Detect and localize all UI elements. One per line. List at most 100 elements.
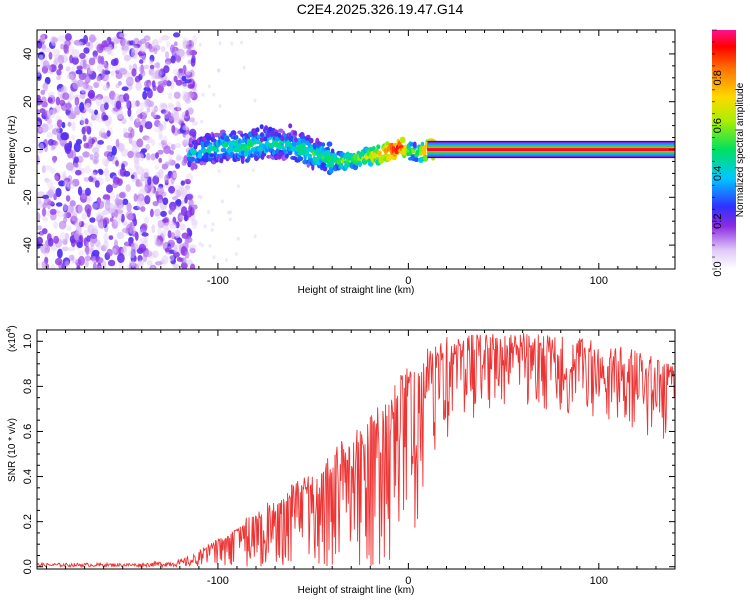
noise-blob <box>64 33 72 42</box>
noise-blob <box>84 165 91 174</box>
noise-blob <box>253 98 257 103</box>
noise-blob <box>179 223 186 231</box>
noise-blob <box>37 40 43 49</box>
noise-blob <box>63 212 69 219</box>
noise-blob <box>118 192 126 199</box>
noise-blob <box>126 99 130 109</box>
noise-blob <box>184 78 192 84</box>
noise-blob <box>164 58 172 65</box>
noise-blob <box>203 224 207 229</box>
colorbar-ticks: 0.0 0.2 0.4 0.6 0.8 <box>712 29 724 277</box>
noise-blob <box>83 34 89 44</box>
noise-blob <box>44 165 52 171</box>
x-tick-label: 0 <box>405 575 411 587</box>
signal-blob <box>284 153 289 159</box>
signal-blob <box>190 164 195 171</box>
signal-blob <box>187 160 192 168</box>
noise-blob <box>150 153 156 161</box>
noise-blob <box>106 248 113 257</box>
noise-blob <box>80 117 86 125</box>
snr-line <box>37 333 675 569</box>
noise-blob <box>198 42 202 47</box>
noise-blob <box>49 64 57 73</box>
signal-blob <box>230 130 237 137</box>
noise-blob <box>154 208 161 217</box>
noise-blob <box>136 199 141 210</box>
noise-blob <box>114 65 122 72</box>
noise-blob <box>188 205 193 212</box>
noise-blob <box>108 235 114 241</box>
noise-blob <box>84 246 92 256</box>
noise-blob <box>37 121 41 127</box>
noise-blob <box>188 244 195 254</box>
noise-blob <box>185 71 192 79</box>
noise-blob <box>251 168 255 173</box>
noise-blob <box>41 261 47 269</box>
noise-blob <box>207 84 211 89</box>
noise-blob <box>53 193 57 201</box>
y-tick-label: -40 <box>22 237 34 253</box>
noise-blob <box>102 217 110 225</box>
noise-blob <box>142 115 146 122</box>
noise-blob <box>60 43 65 50</box>
noise-blob <box>122 198 129 206</box>
noise-blob <box>153 234 158 240</box>
noise-blob <box>96 43 104 54</box>
noise-blob <box>115 193 120 204</box>
noise-blob <box>125 184 131 192</box>
y-tick-label: 0.4 <box>22 469 34 484</box>
noise-blob <box>64 142 72 152</box>
noise-blob <box>200 119 203 124</box>
noise-blob <box>175 54 181 63</box>
noise-blob <box>117 114 124 119</box>
noise-blob <box>173 244 178 254</box>
noise-blob <box>169 222 177 230</box>
snr-y-axis: 0.0 0.2 0.4 0.6 0.8 1.0 <box>22 334 675 574</box>
noise-blob <box>115 160 119 167</box>
noise-blob <box>175 163 180 169</box>
noise-blob <box>67 121 72 127</box>
noise-blob <box>211 222 215 227</box>
noise-blob <box>47 109 55 119</box>
noise-blob <box>114 217 121 226</box>
noise-blob <box>65 66 71 72</box>
signal-blob <box>237 138 242 145</box>
noise-blob <box>180 180 185 186</box>
noise-blob <box>155 61 161 69</box>
noise-blob <box>82 134 87 142</box>
noise-blob <box>182 40 190 50</box>
noise-blob <box>171 143 176 151</box>
noise-blob <box>84 204 92 214</box>
signal-blob <box>301 142 306 150</box>
noise-blob <box>189 128 197 138</box>
noise-blob <box>87 224 95 234</box>
noise-blob <box>139 237 148 245</box>
noise-blob <box>145 143 151 151</box>
noise-blob <box>164 225 170 232</box>
noise-blob <box>121 163 125 171</box>
noise-blob <box>96 215 104 223</box>
noise-blob <box>184 178 191 185</box>
noise-blob <box>85 42 91 47</box>
noise-blob <box>134 263 139 269</box>
noise-blob <box>130 265 136 269</box>
noise-blob <box>49 167 56 174</box>
noise-blob <box>171 124 176 134</box>
noise-blob <box>50 264 56 269</box>
noise-blob <box>75 204 83 214</box>
noise-blob <box>63 216 68 224</box>
signal-blob <box>287 150 293 156</box>
noise-blob <box>236 184 240 189</box>
noise-blob <box>122 127 128 134</box>
noise-blob <box>240 40 243 45</box>
noise-blob <box>133 43 141 49</box>
noise-blob <box>47 188 54 199</box>
signal-blob <box>333 154 338 159</box>
noise-blob <box>173 116 181 123</box>
noise-blob <box>52 155 57 164</box>
noise-blob <box>137 51 146 57</box>
noise-blob <box>80 83 87 94</box>
noise-blob <box>53 140 59 146</box>
noise-blob <box>47 97 53 104</box>
signal-blob <box>278 128 284 133</box>
